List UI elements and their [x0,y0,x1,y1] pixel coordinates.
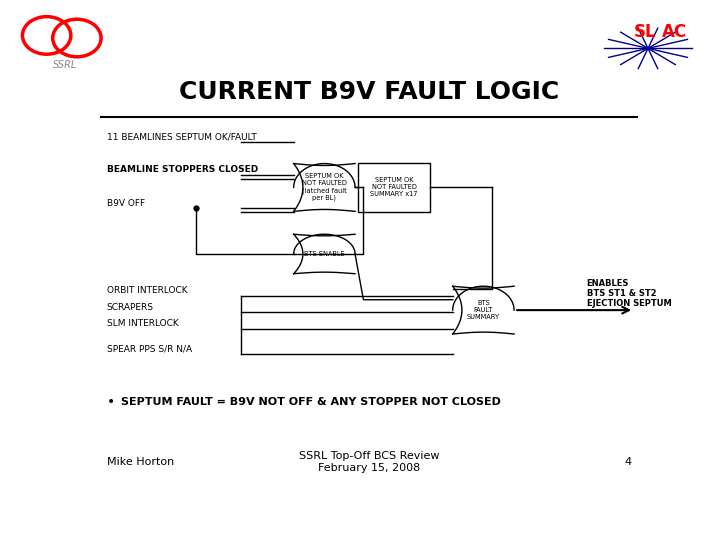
Text: BTS
FAULT
SUMMARY: BTS FAULT SUMMARY [467,300,500,320]
Text: BTS ENABLE: BTS ENABLE [304,251,345,257]
Text: SL: SL [634,23,657,40]
Text: SEPTUM OK
NOT FAULTED
SUMMARY x17: SEPTUM OK NOT FAULTED SUMMARY x17 [370,178,418,198]
Text: SSRL: SSRL [53,60,77,70]
Text: SEPTUM FAULT = B9V NOT OFF & ANY STOPPER NOT CLOSED: SEPTUM FAULT = B9V NOT OFF & ANY STOPPER… [121,396,500,407]
Text: Mike Horton: Mike Horton [107,457,174,467]
Text: ENABLES
BTS ST1 & ST2
EJECTION SEPTUM: ENABLES BTS ST1 & ST2 EJECTION SEPTUM [587,279,671,308]
Text: SCRAPERS: SCRAPERS [107,303,154,312]
Text: SLM INTERLOCK: SLM INTERLOCK [107,319,179,328]
Text: 4: 4 [624,457,631,467]
Text: •: • [107,395,115,409]
Text: CURRENT B9V FAULT LOGIC: CURRENT B9V FAULT LOGIC [179,80,559,104]
Text: SSRL Top-Off BCS Review
February 15, 2008: SSRL Top-Off BCS Review February 15, 200… [299,451,439,472]
Text: B9V OFF: B9V OFF [107,199,145,208]
Text: AC: AC [662,23,687,40]
Text: ORBIT INTERLOCK: ORBIT INTERLOCK [107,286,187,295]
Text: 11 BEAMLINES SEPTUM OK/FAULT: 11 BEAMLINES SEPTUM OK/FAULT [107,132,256,141]
FancyBboxPatch shape [358,163,431,212]
Text: SPEAR PPS S/R N/A: SPEAR PPS S/R N/A [107,345,192,353]
Text: BEAMLINE STOPPERS CLOSED: BEAMLINE STOPPERS CLOSED [107,165,258,174]
Text: SEPTUM OK
NOT FAULTED
(latched fault
per BL): SEPTUM OK NOT FAULTED (latched fault per… [302,173,347,201]
